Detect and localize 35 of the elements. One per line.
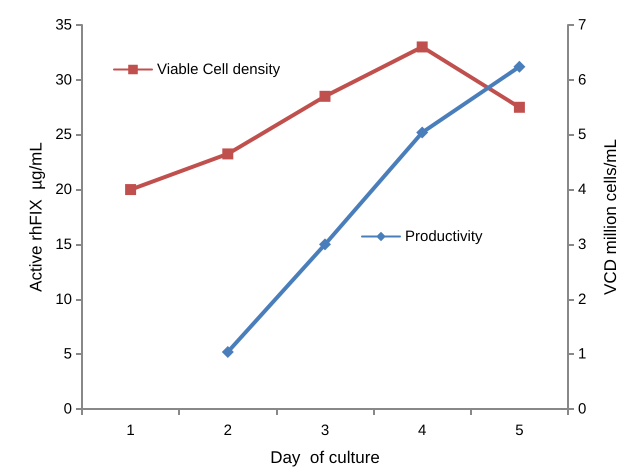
y-tick-label: 30 (55, 71, 72, 88)
y2-tick-label: 3 (578, 236, 586, 253)
y-tick-label: 25 (55, 126, 72, 144)
x-tick-label: 4 (418, 422, 426, 439)
point (416, 126, 428, 139)
point (416, 41, 428, 52)
y-tick-label: 35 (55, 16, 72, 34)
x-tick-label: 2 (224, 422, 232, 439)
x-tick-label: 3 (320, 422, 330, 439)
y-tick-label: 10 (55, 290, 72, 308)
point (222, 346, 234, 358)
y-tick-label: 15 (55, 236, 72, 253)
x-tick-label: 1 (126, 422, 135, 439)
x-tick-label: 5 (515, 422, 524, 439)
point (222, 148, 234, 160)
y2-tick-label: 1 (578, 346, 586, 363)
y2-tick-label: 0 (578, 400, 586, 418)
y2-tick-label: 5 (578, 126, 586, 144)
y2-axis-title: VCD million cells/mL (601, 139, 620, 295)
point (513, 60, 526, 73)
point (320, 90, 330, 102)
y2-tick-label: 7 (578, 16, 586, 34)
legend-label: Viable Cell density (157, 61, 281, 78)
y-tick-label: 5 (64, 346, 72, 363)
y-tick-label: 0 (64, 400, 72, 418)
y-axis-title: Active rhFIX µg/mL (26, 142, 46, 292)
y2-tick-label: 2 (578, 290, 586, 308)
legend-label: Productivity (405, 228, 484, 245)
y-tick-label: 20 (55, 181, 72, 198)
x-axis-title: Day of culture (270, 448, 380, 467)
y2-tick-label: 6 (578, 71, 586, 88)
point (514, 102, 525, 113)
point (319, 238, 331, 250)
point (125, 184, 136, 196)
y2-tick-label: 4 (578, 181, 586, 198)
